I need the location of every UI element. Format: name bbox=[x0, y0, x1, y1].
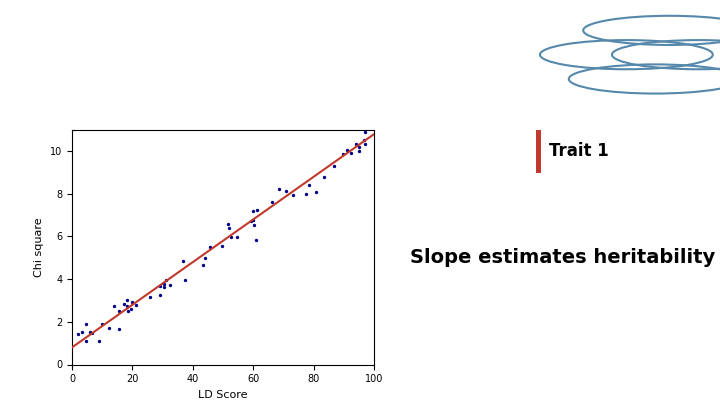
Point bbox=[122, 297, 133, 303]
Point bbox=[197, 261, 208, 268]
Point bbox=[222, 221, 233, 228]
Point bbox=[341, 147, 353, 153]
Point bbox=[359, 137, 370, 144]
Point bbox=[232, 233, 243, 240]
Point bbox=[280, 188, 292, 194]
Point bbox=[301, 191, 312, 198]
Point bbox=[127, 298, 138, 305]
Point bbox=[287, 192, 299, 198]
Text: Trait 1: Trait 1 bbox=[549, 142, 608, 160]
Point bbox=[359, 141, 371, 147]
Point bbox=[204, 244, 216, 250]
Point bbox=[354, 147, 365, 154]
Point bbox=[121, 303, 132, 309]
Point bbox=[81, 321, 92, 327]
Point bbox=[304, 182, 315, 188]
Point bbox=[247, 207, 258, 214]
Text: Slope estimates heritability: Slope estimates heritability bbox=[410, 248, 716, 267]
Point bbox=[225, 234, 236, 240]
Point bbox=[80, 337, 91, 344]
Point bbox=[109, 303, 120, 309]
Point bbox=[125, 306, 137, 312]
Text: LD Score regression
Genetic correlation: LD Score regression Genetic correlation bbox=[22, 28, 305, 81]
Point bbox=[73, 331, 84, 337]
Point bbox=[359, 129, 371, 136]
Point bbox=[154, 292, 166, 298]
Point bbox=[318, 174, 330, 180]
Point bbox=[354, 144, 365, 151]
Point bbox=[246, 218, 257, 224]
Point bbox=[337, 151, 348, 157]
Point bbox=[122, 307, 134, 314]
Point bbox=[155, 282, 166, 289]
Point bbox=[103, 325, 114, 332]
Point bbox=[86, 330, 97, 336]
Point bbox=[328, 162, 340, 169]
Point bbox=[266, 198, 278, 205]
Point bbox=[158, 281, 170, 288]
Point bbox=[179, 277, 191, 284]
Point bbox=[145, 294, 156, 300]
Point bbox=[114, 326, 125, 333]
Point bbox=[248, 222, 259, 228]
Point bbox=[161, 277, 172, 283]
Point bbox=[223, 225, 235, 231]
Point bbox=[345, 149, 356, 156]
Point bbox=[158, 284, 170, 290]
Point bbox=[216, 243, 228, 249]
Point bbox=[177, 257, 189, 264]
Point bbox=[311, 188, 323, 195]
Y-axis label: Chi square: Chi square bbox=[35, 217, 45, 277]
Point bbox=[250, 237, 261, 243]
Point bbox=[84, 329, 95, 335]
X-axis label: LD Score: LD Score bbox=[199, 390, 248, 400]
FancyBboxPatch shape bbox=[536, 130, 541, 173]
Point bbox=[130, 301, 142, 308]
Point bbox=[96, 320, 107, 327]
Point bbox=[118, 301, 130, 307]
Point bbox=[114, 308, 125, 314]
Point bbox=[76, 329, 88, 335]
Point bbox=[273, 185, 284, 192]
Point bbox=[251, 207, 263, 213]
Point bbox=[351, 141, 362, 147]
Point bbox=[165, 281, 176, 288]
Point bbox=[247, 216, 258, 223]
Point bbox=[93, 337, 104, 344]
Point bbox=[199, 255, 211, 261]
